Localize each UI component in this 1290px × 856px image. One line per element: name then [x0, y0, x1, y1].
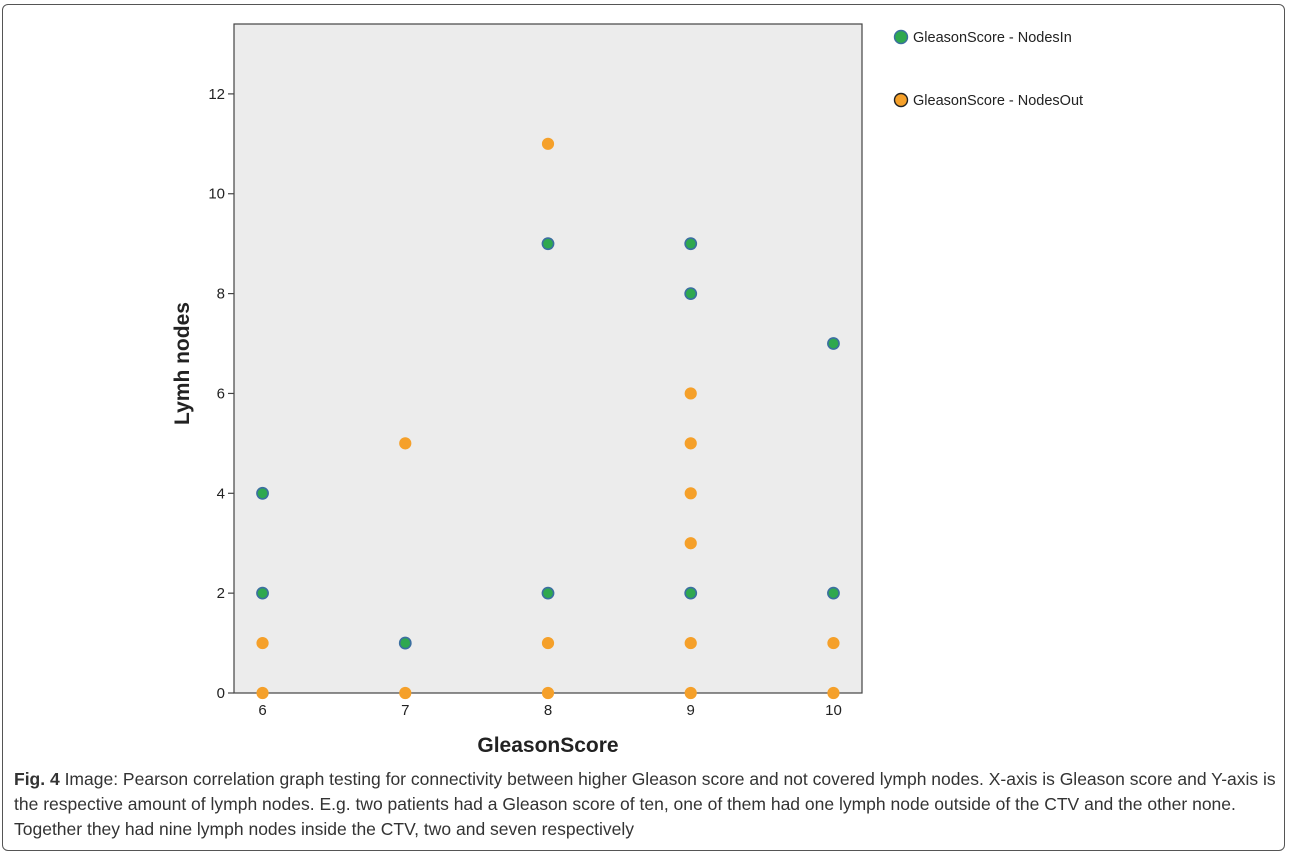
point-nodes-out — [684, 437, 697, 450]
point-nodes-out — [684, 487, 697, 500]
y-tick-label: 0 — [217, 685, 225, 702]
point-nodes-out — [684, 636, 697, 650]
x-tick-label: 8 — [544, 702, 552, 719]
point-nodes-out — [541, 137, 555, 150]
x-tick-label: 9 — [687, 702, 695, 719]
point-nodes-in — [541, 586, 555, 600]
point-nodes-in — [256, 586, 269, 600]
y-tick-label: 6 — [217, 385, 225, 402]
point-nodes-in — [398, 636, 412, 650]
scatter-chart: 0 2 4 6 8 10 12 6 7 8 9 10 GleasonScore Lymh nodes Gle… — [171, 23, 1083, 757]
legend-label-nodes-out: GleasonScore - NodesOut — [913, 93, 1083, 109]
point-nodes-out — [541, 686, 555, 700]
plot-area — [233, 23, 863, 694]
x-tick-label: 10 — [825, 702, 842, 719]
legend-marker-nodes-in — [893, 29, 909, 45]
point-nodes-out — [256, 686, 269, 700]
figure-frame — [2, 4, 1285, 851]
y-axis-label: Lymh nodes — [171, 302, 194, 425]
y-tick-label: 2 — [217, 585, 225, 602]
point-nodes-out — [827, 636, 840, 650]
point-nodes-in — [684, 586, 698, 600]
point-nodes-in — [827, 337, 840, 350]
point-nodes-out — [256, 636, 269, 650]
figure-caption: Fig. 4 Image: Pearson correlation graph … — [14, 767, 1276, 842]
y-tick-label: 10 — [208, 186, 225, 203]
legend-marker-nodes-out — [893, 92, 909, 108]
point-nodes-out — [684, 686, 697, 700]
x-tick-label: 7 — [401, 702, 409, 719]
y-tick-label: 12 — [208, 86, 225, 103]
point-nodes-out — [541, 636, 555, 650]
point-nodes-in — [684, 287, 698, 300]
caption-text: Image: Pearson correlation graph testing… — [14, 769, 1276, 839]
y-tick-label: 8 — [217, 286, 225, 303]
point-nodes-out — [399, 437, 412, 450]
y-tick-label: 4 — [217, 485, 225, 502]
point-nodes-out — [684, 387, 697, 400]
point-nodes-in — [684, 237, 698, 251]
point-nodes-in — [827, 586, 840, 600]
legend-label-nodes-in: GleasonScore - NodesIn — [913, 30, 1072, 46]
point-nodes-in — [256, 486, 269, 500]
point-nodes-out — [684, 537, 697, 550]
caption-label: Fig. 4 — [14, 769, 60, 789]
x-axis-label: GleasonScore — [477, 734, 618, 757]
point-nodes-in — [541, 237, 555, 251]
x-tick-label: 6 — [258, 702, 266, 719]
point-nodes-out — [827, 686, 840, 700]
point-nodes-out — [399, 686, 412, 700]
